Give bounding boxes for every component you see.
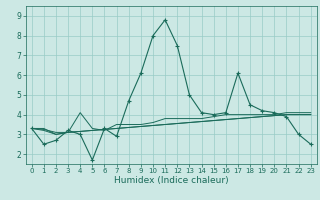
X-axis label: Humidex (Indice chaleur): Humidex (Indice chaleur) (114, 176, 228, 185)
